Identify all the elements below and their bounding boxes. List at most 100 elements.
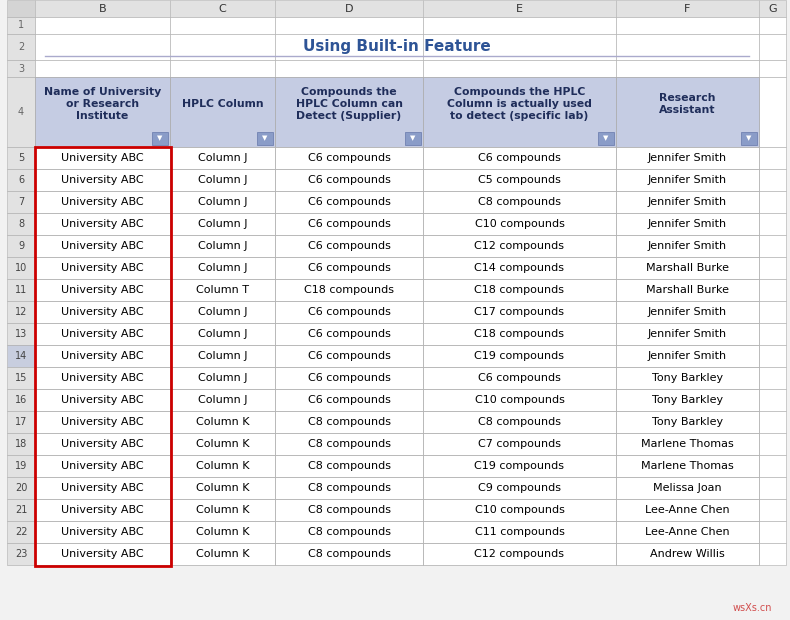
Bar — [35, 389, 170, 411]
Text: C10 compounds: C10 compounds — [475, 395, 564, 405]
Bar — [7, 301, 35, 323]
Bar — [35, 257, 170, 279]
Text: Jennifer Smith: Jennifer Smith — [648, 175, 727, 185]
Text: Column K: Column K — [196, 505, 250, 515]
Bar — [35, 235, 170, 257]
Text: Lee-Anne Chen: Lee-Anne Chen — [645, 505, 730, 515]
Bar — [170, 17, 275, 34]
Bar — [423, 323, 616, 345]
Bar — [170, 301, 275, 323]
Text: 3: 3 — [18, 63, 24, 74]
Bar — [7, 521, 35, 543]
Text: 4: 4 — [18, 107, 24, 117]
Bar — [423, 455, 616, 477]
Text: 10: 10 — [15, 263, 27, 273]
Text: Column K: Column K — [196, 439, 250, 449]
Bar — [275, 301, 423, 323]
Text: Column K: Column K — [196, 483, 250, 493]
Bar — [7, 147, 35, 169]
Text: C5 compounds: C5 compounds — [478, 175, 561, 185]
Text: C18 compounds: C18 compounds — [475, 329, 565, 339]
Bar — [170, 477, 275, 499]
Bar — [275, 169, 423, 191]
Bar — [7, 213, 35, 235]
Text: HPLC Column: HPLC Column — [182, 99, 263, 109]
Text: 11: 11 — [15, 285, 27, 295]
Bar — [275, 477, 423, 499]
Bar — [759, 77, 786, 147]
Bar — [759, 191, 786, 213]
Text: 2: 2 — [18, 42, 24, 52]
Text: C8 compounds: C8 compounds — [307, 439, 390, 449]
Bar — [7, 543, 35, 565]
Text: B: B — [99, 4, 107, 14]
Text: C12 compounds: C12 compounds — [475, 241, 565, 251]
Bar — [275, 213, 423, 235]
Bar — [423, 301, 616, 323]
Bar — [35, 60, 170, 77]
Text: C6 compounds: C6 compounds — [307, 263, 390, 273]
Text: Research
Assistant: Research Assistant — [659, 93, 716, 115]
Text: Column T: Column T — [196, 285, 249, 295]
Text: Lee-Anne Chen: Lee-Anne Chen — [645, 527, 730, 537]
Text: Name of University
or Research
Institute: Name of University or Research Institute — [44, 87, 161, 121]
Text: 7: 7 — [18, 197, 24, 207]
Bar — [423, 389, 616, 411]
Text: University ABC: University ABC — [61, 285, 144, 295]
Text: Jennifer Smith: Jennifer Smith — [648, 153, 727, 163]
Bar — [35, 477, 170, 499]
Text: Marlene Thomas: Marlene Thomas — [641, 461, 734, 471]
Bar — [7, 0, 35, 17]
Bar — [616, 147, 759, 169]
Text: C8 compounds: C8 compounds — [478, 417, 561, 427]
Bar — [7, 191, 35, 213]
Text: C6 compounds: C6 compounds — [307, 373, 390, 383]
Bar — [759, 169, 786, 191]
Bar — [275, 0, 423, 17]
Bar — [423, 477, 616, 499]
Bar — [423, 433, 616, 455]
Bar — [759, 0, 786, 17]
Text: C7 compounds: C7 compounds — [478, 439, 561, 449]
Bar — [423, 34, 616, 60]
Text: Jennifer Smith: Jennifer Smith — [648, 329, 727, 339]
Bar — [616, 169, 759, 191]
Bar — [7, 499, 35, 521]
Text: Column J: Column J — [198, 351, 247, 361]
Text: ▼: ▼ — [410, 136, 416, 141]
Bar — [275, 34, 423, 60]
Bar — [170, 455, 275, 477]
Text: Column J: Column J — [198, 197, 247, 207]
Text: University ABC: University ABC — [61, 483, 144, 493]
Text: Tony Barkley: Tony Barkley — [652, 417, 723, 427]
Text: 22: 22 — [15, 527, 27, 537]
Bar — [170, 169, 275, 191]
Bar — [275, 389, 423, 411]
Text: University ABC: University ABC — [61, 241, 144, 251]
Bar — [7, 323, 35, 345]
Text: ▼: ▼ — [604, 136, 608, 141]
Text: C11 compounds: C11 compounds — [475, 527, 564, 537]
Text: F: F — [684, 4, 690, 14]
Text: Column J: Column J — [198, 263, 247, 273]
Bar — [170, 411, 275, 433]
Bar — [275, 323, 423, 345]
Bar — [759, 411, 786, 433]
Bar — [35, 543, 170, 565]
Text: wѕХѕ.cn: wѕХѕ.cn — [732, 603, 772, 613]
Text: E: E — [516, 4, 523, 14]
Bar — [275, 235, 423, 257]
Bar — [759, 499, 786, 521]
Text: C18 compounds: C18 compounds — [304, 285, 394, 295]
Bar — [170, 345, 275, 367]
Text: University ABC: University ABC — [61, 351, 144, 361]
Text: C6 compounds: C6 compounds — [307, 307, 390, 317]
Text: Column J: Column J — [198, 175, 247, 185]
Text: C19 compounds: C19 compounds — [475, 461, 565, 471]
Text: C6 compounds: C6 compounds — [307, 175, 390, 185]
Text: 18: 18 — [15, 439, 27, 449]
Bar — [7, 77, 35, 147]
Text: C6 compounds: C6 compounds — [307, 329, 390, 339]
Bar — [759, 433, 786, 455]
Bar — [423, 17, 616, 34]
